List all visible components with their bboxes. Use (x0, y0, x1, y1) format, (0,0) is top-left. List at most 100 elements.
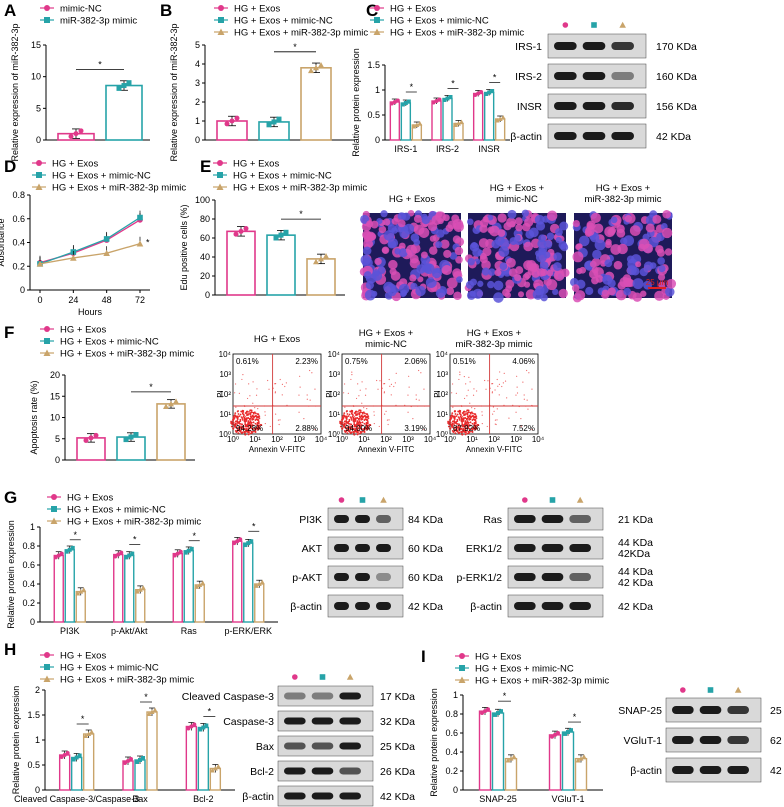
cell-panel-E-1 (488, 268, 496, 276)
flow-event-panel-F-0 (252, 402, 254, 404)
flow-event-panel-F-2 (472, 418, 475, 421)
flow-event-panel-F-0 (264, 422, 266, 425)
blot-band-panel-G-right (569, 573, 591, 581)
cell-panel-E-2 (662, 209, 671, 219)
flow-event-panel-F-2 (481, 414, 483, 416)
cell-panel-E-2 (627, 258, 638, 270)
flow-event-panel-F-2 (453, 421, 456, 423)
flow-event-panel-F-1 (359, 409, 362, 412)
flow-x-tick-panel-F-1: 10³ (402, 435, 414, 444)
flow-event-panel-F-1 (381, 404, 383, 406)
flow-event-panel-F-1 (415, 394, 417, 396)
flow-event-panel-F-0 (269, 425, 271, 428)
cell-panel-E-2 (632, 278, 644, 290)
flow-event-panel-F-1 (353, 421, 356, 424)
flow-y-tick-panel-F-1: 10² (328, 390, 340, 399)
cell-panel-E-1 (469, 278, 477, 286)
flow-event-panel-F-1 (393, 385, 395, 388)
flow-event-panel-F-2 (527, 408, 529, 410)
data-point-panel-G (253, 583, 259, 588)
flow-event-panel-F-1 (358, 429, 360, 432)
data-point-panel-H (129, 757, 133, 761)
cell-panel-E-1 (561, 268, 570, 278)
flow-event-panel-F-2 (466, 413, 469, 416)
cell-panel-E-1 (487, 280, 495, 289)
y-tick-label-panel-H: 1.5 (27, 710, 40, 720)
data-point-panel-F (128, 434, 134, 440)
y-tick-label-panel-E: 40 (200, 252, 210, 262)
flow-event-panel-F-2 (458, 409, 461, 412)
y-tick-label-panel-I: 0.4 (445, 747, 458, 757)
flow-event-panel-F-1 (355, 425, 357, 428)
flow-event-panel-F-2 (471, 430, 474, 432)
flow-event-panel-F-1 (367, 426, 369, 428)
flow-event-panel-F-2 (456, 426, 459, 429)
flow-y-tick-panel-F-2: 10³ (436, 370, 448, 379)
flow-event-panel-F-2 (498, 394, 500, 396)
x-tick-label-panel-I: VGluT-1 (551, 794, 584, 804)
flow-quadrant-q1-panel-F-2: 0.51% (453, 357, 476, 366)
flow-event-panel-F-1 (363, 422, 366, 425)
data-point-panel-G (246, 541, 251, 546)
flow-event-panel-F-2 (462, 430, 465, 433)
significance-star-panel-C: * (451, 79, 455, 89)
bar-panel-G (254, 583, 265, 623)
cell-panel-E-1 (491, 239, 501, 249)
blot-band-panel-G-left (334, 573, 349, 581)
cell-panel-E-0 (410, 233, 420, 242)
flow-event-panel-F-0 (255, 394, 258, 396)
flow-event-panel-F-1 (381, 387, 383, 389)
flow-event-panel-F-1 (343, 422, 346, 425)
cell-panel-E-1 (493, 292, 504, 303)
cell-panel-E-1 (514, 234, 521, 242)
flow-event-panel-F-2 (503, 372, 505, 374)
cell-panel-E-2 (617, 243, 628, 255)
bar-panel-H (146, 711, 158, 791)
data-point-panel-I (575, 758, 581, 763)
flow-x-tick-panel-F-0: 10⁴ (315, 435, 328, 444)
flow-event-panel-F-2 (496, 419, 498, 421)
kda-label-panel-G-right: 44 KDa (618, 566, 653, 578)
data-point-panel-F (168, 400, 174, 407)
data-point-panel-G (178, 549, 183, 554)
flow-event-panel-F-1 (363, 412, 366, 415)
significance-star-panel-C: * (493, 73, 497, 83)
blot-band-panel-H (311, 767, 334, 775)
blot-band-panel-C (611, 132, 634, 140)
blot-label-panel-G-left: p-AKT (292, 572, 322, 584)
flow-event-panel-F-0 (309, 369, 311, 372)
cell-panel-E-0 (387, 238, 399, 249)
cell-panel-E-2 (592, 249, 602, 260)
flow-event-panel-F-0 (311, 372, 313, 374)
flow-event-panel-F-2 (469, 411, 472, 414)
data-point-panel-C (487, 90, 492, 95)
data-point-panel-I (496, 711, 500, 716)
data-point-panel-B (266, 122, 272, 128)
blot-band-panel-G-left (376, 602, 391, 610)
data-point-panel-C (403, 101, 408, 105)
data-point-panel-F (163, 403, 169, 409)
blot-band-panel-I (672, 766, 694, 774)
flow-event-panel-F-1 (355, 397, 358, 400)
data-point-panel-G (232, 541, 237, 546)
flow-event-panel-F-1 (345, 424, 348, 426)
data-point-panel-E (283, 229, 289, 235)
data-point-panel-C (392, 100, 397, 104)
y-tick-label-panel-B: 0 (195, 135, 200, 145)
flow-event-panel-F-1 (360, 427, 363, 430)
flow-event-panel-F-2 (494, 419, 497, 421)
flow-event-panel-F-0 (250, 416, 253, 419)
cell-panel-E-1 (472, 247, 482, 258)
data-point-panel-C (448, 95, 453, 99)
bar-panel-G (172, 552, 183, 623)
kda-label-panel-C: 156 KDa (656, 101, 697, 113)
blot-band-panel-H (284, 792, 306, 800)
legend-marker-F (44, 338, 50, 344)
flow-event-panel-F-1 (363, 407, 365, 409)
flow-title: HG + Exos (254, 334, 300, 345)
flow-y-tick-panel-F-2: 10² (436, 390, 448, 399)
flow-event-panel-F-0 (242, 425, 245, 428)
lane-marker-panel-C (562, 22, 569, 28)
flow-event-panel-F-0 (242, 415, 245, 418)
legend-label-I: HG + Exos + miR-382-3p mimic (475, 676, 609, 687)
